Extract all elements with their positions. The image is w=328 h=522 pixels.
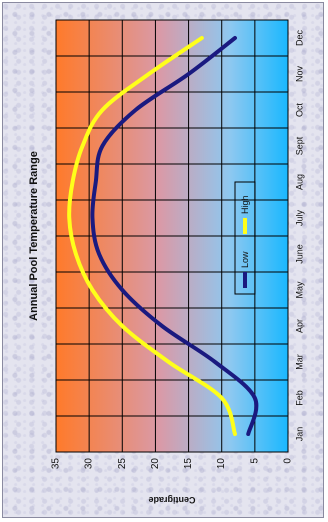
grid <box>55 19 289 453</box>
x-tick-label: July <box>294 210 304 227</box>
legend: Low High <box>234 181 256 295</box>
x-tick-label: Feb <box>294 390 304 406</box>
y-tick-label: 15 <box>183 458 194 470</box>
x-tick-label: Apr <box>294 319 304 333</box>
x-tick-label: May <box>294 281 304 299</box>
legend-box <box>234 181 256 295</box>
x-tick-label: Sept <box>294 136 304 155</box>
chart-title: Annual Pool Temperature Range <box>28 151 40 321</box>
legend-label-low: Low <box>240 251 250 268</box>
y-axis-label: Centigrade <box>148 495 195 505</box>
y-tick-label: 30 <box>84 458 95 470</box>
x-tick-label: Oct <box>294 103 304 118</box>
x-tick-label: Dec <box>294 30 304 47</box>
legend-label-high: High <box>240 195 250 214</box>
x-tick-labels: Jan Feb Mar Apr May June July Aug Sept Oct Nov Dec <box>294 30 304 442</box>
y-tick-label: 20 <box>150 458 161 470</box>
x-tick-label: Jan <box>294 427 304 442</box>
x-tick-label: June <box>294 244 304 264</box>
series-line-high <box>67 36 237 436</box>
y-tick-label: 25 <box>117 458 128 470</box>
series-line-low <box>90 36 259 436</box>
x-tick-label: Aug <box>294 174 304 190</box>
y-tick-label: 0 <box>283 458 294 464</box>
series-lines <box>67 36 259 436</box>
y-tick-label: 35 <box>51 458 62 470</box>
y-tick-label: 5 <box>249 458 260 464</box>
x-tick-label: Nov <box>294 66 304 83</box>
y-tick-labels: 0 5 10 15 20 25 30 35 <box>51 458 294 470</box>
y-tick-label: 10 <box>216 458 227 470</box>
x-tick-label: Mar <box>294 354 304 370</box>
